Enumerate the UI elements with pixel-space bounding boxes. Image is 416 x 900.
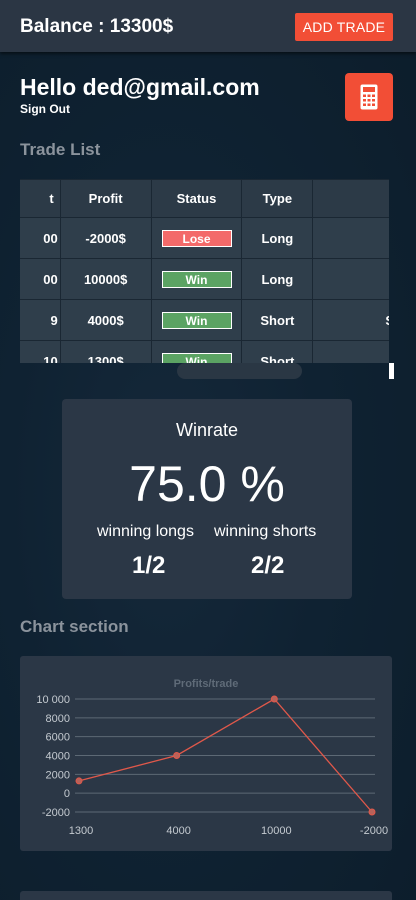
status-badge: Lose (161, 229, 232, 247)
winning-shorts-label: winning shorts (214, 523, 317, 540)
horizontal-scrollbar[interactable] (177, 363, 302, 379)
status-badge: Win (161, 352, 232, 363)
status-badge: Win (161, 311, 232, 329)
data-point (173, 752, 181, 759)
greeting: Hello ded@gmail.com (20, 74, 260, 100)
scrollbar-corner (389, 363, 394, 379)
extra-cell (312, 258, 389, 300)
sign-out-link[interactable]: Sign Out (20, 102, 70, 116)
column-header: Profit (59, 179, 152, 218)
status-badge: Win (161, 270, 232, 288)
balance-text: Balance : 13300$ (20, 16, 174, 37)
y-tick-label: -2000 (42, 807, 70, 819)
extra-cell (312, 340, 389, 363)
type-cell: Long (241, 217, 314, 259)
winning-longs-label: winning longs (97, 523, 194, 540)
status-cell: Win (150, 340, 243, 363)
series-line (78, 698, 373, 813)
type-cell: Short (241, 299, 314, 341)
chart-card: Profits/trade 10 000 8000 6000 4000 2000 0 -20… (20, 656, 392, 851)
profit-cell: 1300$ (59, 340, 152, 363)
profits-line-chart: Profits/trade 10 000 8000 6000 4000 2000 0 -20… (36, 678, 388, 837)
table-row: 00 -2000$ Lose Long (20, 217, 389, 259)
chart-section-title: Chart section (20, 617, 129, 636)
y-tick-label: 8000 (46, 713, 70, 725)
winrate-title: Winrate (175, 420, 238, 440)
type-cell: Short (241, 340, 314, 363)
add-trade-button[interactable]: ADD TRADE (295, 13, 393, 41)
table-header-row: t Profit Status Type (20, 179, 389, 218)
status-cell: Win (150, 299, 243, 341)
y-tick-label: 4000 (46, 751, 70, 763)
trade-list-title: Trade List (20, 140, 101, 159)
y-tick-label: 10 000 (36, 694, 70, 706)
status-cell: Lose (150, 217, 243, 259)
winning-shorts-value: 2/2 (251, 552, 285, 579)
y-tick-label: 0 (64, 788, 70, 800)
x-tick-label: 4000 (166, 825, 190, 837)
x-tick-label: -2000 (360, 825, 388, 837)
next-card (20, 891, 392, 900)
x-tick-label: 1300 (69, 825, 93, 837)
profit-cell: 10000$ (59, 258, 152, 300)
trade-table: t Profit Status Type 00 -2000$ Lose Long… (20, 179, 389, 363)
data-point (368, 808, 376, 816)
extra-cell (312, 217, 389, 259)
column-header (312, 179, 389, 218)
calculator-icon (360, 84, 378, 110)
trade-cell: 00 (20, 258, 61, 300)
profit-cell: 4000$ (59, 299, 152, 341)
table-row: 9 4000$ Win Short S (20, 299, 389, 341)
chart-title: Profits/trade (174, 678, 239, 690)
column-header: Status (150, 179, 243, 218)
table-row: 00 10000$ Win Long (20, 258, 389, 300)
status-cell: Win (150, 258, 243, 300)
data-point (270, 695, 278, 703)
trade-cell: 9 (20, 299, 61, 341)
profit-cell: -2000$ (59, 217, 152, 259)
winrate-value: 75.0 % (129, 456, 285, 512)
y-tick-label: 2000 (46, 769, 70, 781)
calculator-button[interactable] (345, 73, 393, 121)
winrate-card: Winrate 75.0 % winning longs winning sho… (62, 399, 352, 599)
data-point (75, 777, 83, 785)
trade-table-scroll[interactable]: t Profit Status Type 00 -2000$ Lose Long… (20, 179, 389, 363)
y-tick-label: 6000 (46, 732, 70, 744)
column-header: Type (241, 179, 314, 218)
table-row: 10 1300$ Win Short (20, 340, 389, 363)
trade-cell: 10 (20, 340, 61, 363)
extra-cell: S (312, 299, 389, 341)
trade-cell: 00 (20, 217, 61, 259)
x-tick-label: 10000 (261, 825, 292, 837)
winning-longs-value: 1/2 (132, 552, 166, 579)
column-header: t (20, 179, 61, 218)
type-cell: Long (241, 258, 314, 300)
top-bar: Balance : 13300$ ADD TRADE (0, 0, 416, 52)
